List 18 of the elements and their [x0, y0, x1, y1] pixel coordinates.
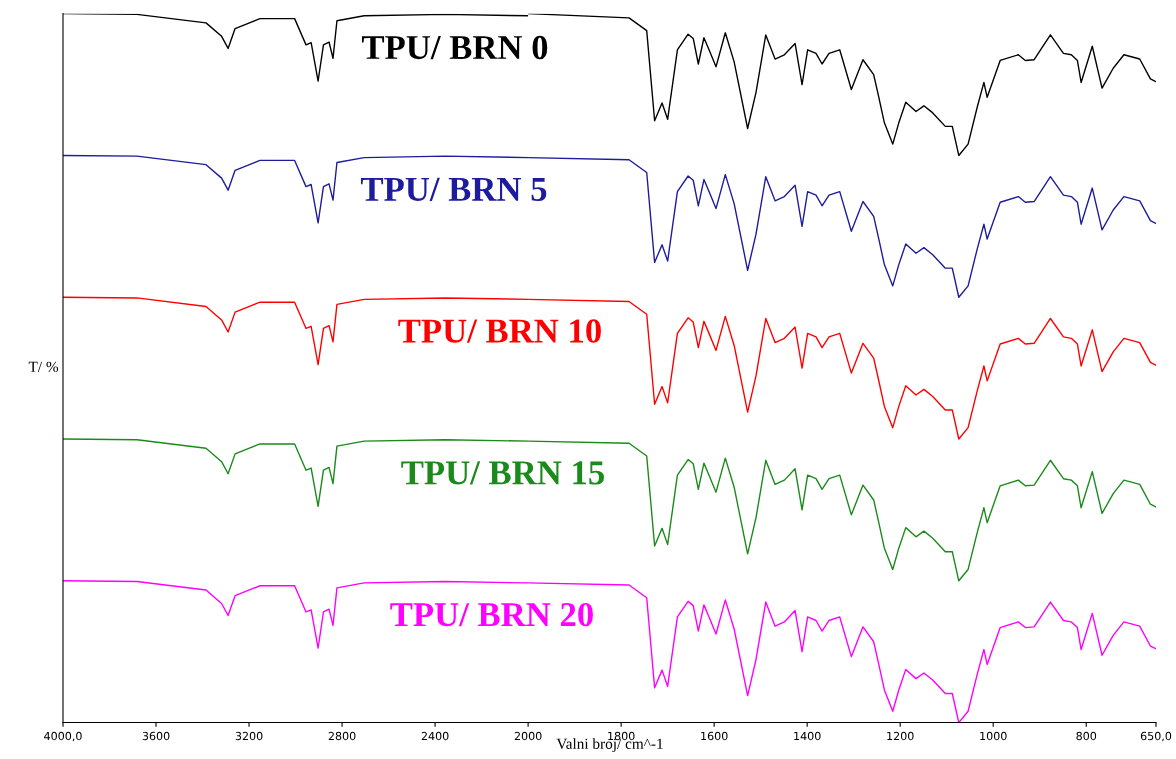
y-axis-title: T/ % — [28, 361, 59, 372]
x-tick-label: 4000,0 — [44, 731, 82, 742]
series-label: TPU/ BRN 15 — [401, 461, 604, 485]
x-tick-label: 1000 — [980, 731, 1007, 741]
x-tick-label: 3200 — [235, 731, 263, 741]
series-label: TPU/ BRN 10 — [398, 319, 601, 343]
x-tick-label: 1200 — [887, 731, 914, 741]
x-tick-label: 2400 — [421, 731, 449, 741]
x-tick-label: 1400 — [794, 731, 821, 741]
x-tick-label: 800 — [1076, 731, 1097, 741]
x-tick-label: 3600 — [142, 731, 170, 741]
x-tick-label: 2000 — [514, 731, 542, 741]
series-label: TPU/ BRN 5 — [360, 177, 547, 201]
series-label: TPU/ BRN 20 — [390, 602, 593, 627]
series-label: TPU/ BRN 0 — [361, 35, 548, 60]
x-tick-label: 650,0 — [1140, 731, 1172, 742]
x-tick-label: 2800 — [328, 731, 356, 741]
x-tick-label: 1600 — [701, 731, 728, 741]
